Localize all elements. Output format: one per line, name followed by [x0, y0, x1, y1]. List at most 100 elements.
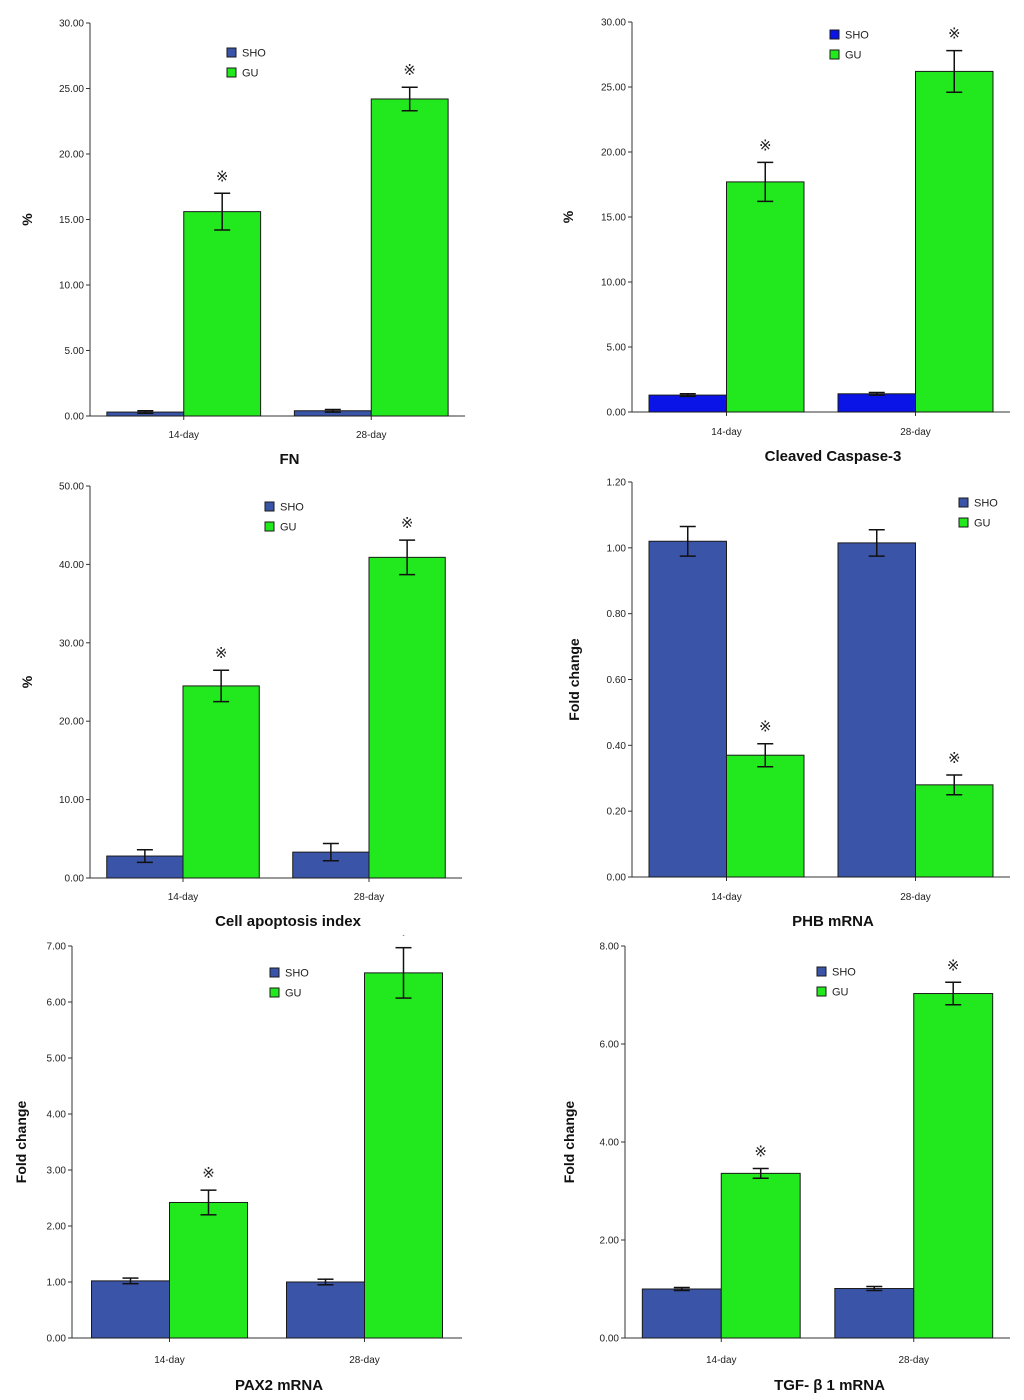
y-tick-label: 0.00 [65, 412, 85, 423]
chart-svg-pax2-mrna: 0.00 1.00 2.00 3.00 4.00 5.00 6.00 7.00 Fold cha… [13, 935, 462, 1394]
significance-marker-28-day: ※ [948, 749, 961, 767]
y-axis-label: % [560, 210, 576, 223]
bar-sho-14-day [648, 394, 727, 413]
legend-label-sho: SHO [280, 502, 304, 514]
legend-swatch-gu [958, 517, 969, 528]
x-tick-label-28-day: 28-day [900, 427, 931, 438]
x-tick-label-28-day: 28-day [349, 1355, 380, 1366]
legend-label-sho: SHO [845, 30, 869, 42]
chart-panel-tgf-beta1-mrna: 0.00 2.00 4.00 6.00 8.00 Fold change 14-day ※ 28… [512, 935, 1024, 1400]
significance-marker-14-day: ※ [202, 1164, 215, 1182]
legend-swatch-gu [226, 67, 237, 78]
y-axis-label: % [19, 675, 35, 688]
x-tick-label-14-day: 14-day [168, 430, 199, 441]
x-tick-label-14-day: 14-day [168, 892, 199, 903]
chart-title: PAX2 mRNA [235, 1377, 323, 1394]
significance-marker-28-day: ※ [403, 61, 416, 79]
chart-svg-phb-mrna: 0.00 0.20 0.40 0.60 0.80 1.00 1.20 Fold change 1… [566, 478, 1010, 930]
y-tick-label: 1.20 [607, 478, 627, 489]
legend-label-gu: GU [280, 522, 297, 534]
legend-label-sho: SHO [832, 967, 856, 979]
y-tick-label: 7.00 [47, 942, 67, 953]
bar-gu-28-day [364, 972, 443, 1339]
legend-swatch-sho [264, 501, 275, 512]
legend-label-sho: SHO [242, 48, 266, 60]
significance-marker-28-day: ※ [948, 25, 961, 43]
x-tick-label-28-day: 28-day [900, 892, 931, 903]
y-tick-label: 20.00 [59, 150, 84, 161]
bar-gu-28-day [915, 70, 994, 413]
bar-gu-14-day [182, 685, 260, 879]
bar-sho-14-day [648, 540, 727, 878]
y-tick-label: 30.00 [59, 638, 84, 649]
y-tick-label: 0.00 [607, 408, 627, 419]
x-tick-label-14-day: 14-day [706, 1355, 737, 1366]
chart-svg-fn: 0.00 5.00 10.00 15.00 20.00 25.00 30.00% 14-day… [19, 19, 465, 468]
y-axis-label: Fold change [13, 1101, 29, 1184]
y-tick-label: 0.80 [607, 609, 627, 620]
y-tick-label: 30.00 [59, 19, 84, 30]
significance-marker-28-day: ※ [401, 514, 414, 532]
y-axis-label: % [19, 213, 35, 226]
legend-swatch-gu [829, 49, 840, 60]
y-tick-label: 0.00 [65, 874, 85, 885]
significance-marker-14-day: ※ [754, 1142, 767, 1160]
significance-marker-28-day: ※ [947, 956, 960, 974]
y-tick-label: 10.00 [59, 281, 84, 292]
y-tick-label: 6.00 [47, 998, 67, 1009]
bar-gu-28-day [368, 556, 446, 879]
x-tick-label-14-day: 14-day [154, 1355, 185, 1366]
legend-label-gu: GU [832, 987, 849, 999]
bar-gu-28-day [915, 784, 994, 878]
y-tick-label: 0.00 [607, 873, 627, 884]
chart-panel-cleaved-caspase-3: 0.00 5.00 10.00 15.00 20.00 25.00 30.00% 14-day… [512, 0, 1024, 470]
y-tick-label: 0.00 [47, 1334, 67, 1345]
y-tick-label: 4.00 [47, 1110, 67, 1121]
bar-sho-28-day [837, 542, 917, 878]
y-tick-label: 25.00 [59, 84, 84, 95]
y-tick-label: 10.00 [59, 795, 84, 806]
y-tick-label: 30.00 [601, 18, 626, 29]
bar-sho-28-day [834, 1288, 915, 1339]
chart-title: Cleaved Caspase-3 [765, 448, 902, 465]
significance-marker-14-day: ※ [759, 718, 772, 736]
y-tick-label: 0.20 [607, 807, 627, 818]
chart-title: Cell apoptosis index [215, 913, 362, 930]
y-tick-label: 1.00 [47, 1278, 67, 1289]
chart-panel-phb-mrna: 0.00 0.20 0.40 0.60 0.80 1.00 1.20 Fold change 1… [512, 470, 1024, 935]
bar-gu-14-day [726, 754, 805, 878]
y-tick-label: 25.00 [601, 83, 626, 94]
y-tick-label: 0.60 [607, 675, 627, 686]
y-tick-label: 15.00 [601, 213, 626, 224]
x-tick-label-28-day: 28-day [354, 892, 385, 903]
y-tick-label: 15.00 [59, 215, 84, 226]
significance-marker-14-day: ※ [215, 644, 228, 662]
significance-marker-14-day: ※ [759, 136, 772, 154]
chart-title: FN [280, 451, 300, 468]
y-tick-label: 20.00 [59, 717, 84, 728]
x-tick-label-14-day: 14-day [711, 892, 742, 903]
legend-label-gu: GU [242, 68, 259, 80]
y-tick-label: 5.00 [607, 343, 627, 354]
legend-swatch-sho [816, 966, 827, 977]
bar-sho-14-day [91, 1280, 170, 1339]
chart-svg-cell-apoptosis-index: 0.00 10.00 20.00 30.00 40.00 50.00% 14-day ※ 28-… [19, 482, 462, 930]
y-tick-label: 50.00 [59, 482, 84, 493]
significance-marker-14-day: ※ [216, 167, 229, 185]
y-tick-label: 10.00 [601, 278, 626, 289]
bar-sho-28-day [837, 393, 917, 413]
bar-gu-14-day [726, 181, 805, 413]
legend-swatch-gu [816, 986, 827, 997]
significance-marker-28-day: ※ [397, 935, 410, 940]
bar-sho-28-day [286, 1281, 365, 1339]
chart-panel-pax2-mrna: 0.00 1.00 2.00 3.00 4.00 5.00 6.00 7.00 Fold cha… [0, 935, 512, 1400]
y-tick-label: 8.00 [600, 942, 620, 953]
y-tick-label: 0.40 [607, 741, 627, 752]
y-tick-label: 40.00 [59, 560, 84, 571]
bar-sho-14-day [641, 1288, 722, 1339]
y-axis-label: Fold change [561, 1101, 577, 1184]
legend-label-sho: SHO [974, 498, 998, 510]
legend-swatch-sho [226, 47, 237, 58]
legend-label-gu: GU [974, 518, 991, 530]
bar-gu-28-day [913, 993, 994, 1339]
